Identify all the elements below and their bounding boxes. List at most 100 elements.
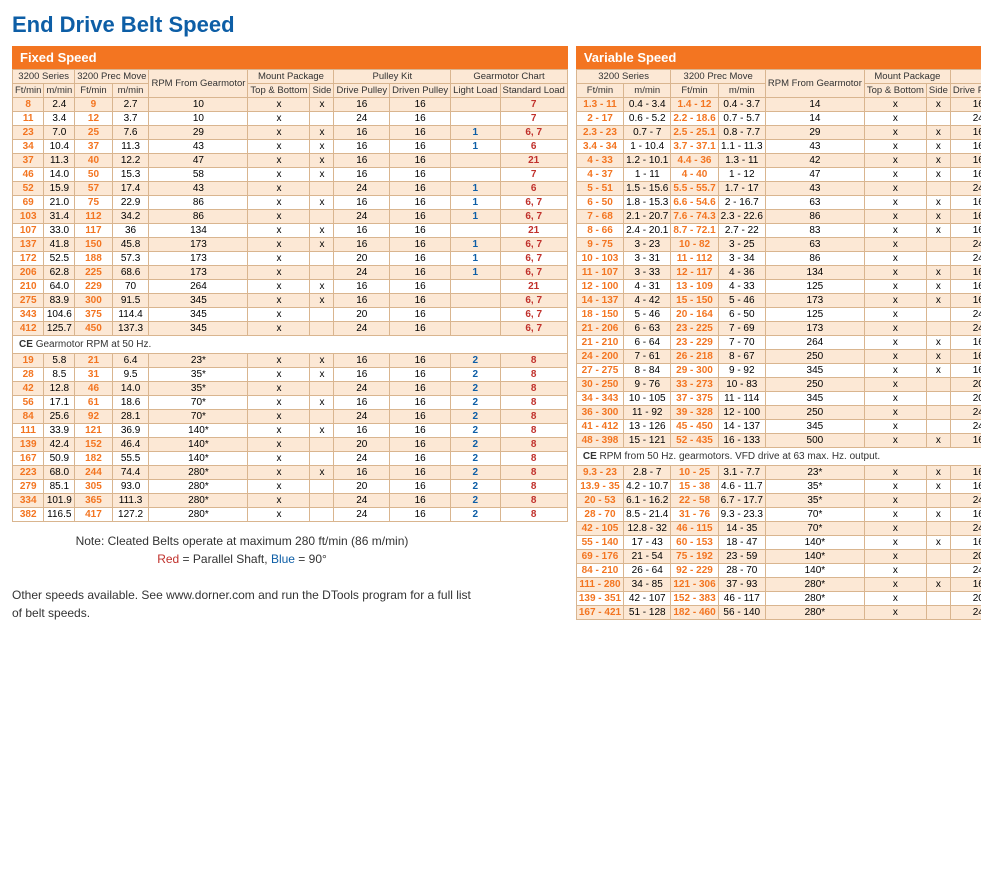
sub-std: Standard Load — [500, 84, 567, 98]
table-cell: 279 — [13, 480, 44, 494]
table-cell: 16 — [390, 508, 451, 522]
table-cell: 35* — [149, 382, 248, 396]
table-cell: 16 — [950, 168, 981, 182]
table-cell: x — [248, 410, 310, 424]
table-cell: 6 - 50 — [718, 308, 765, 322]
table-cell: 172 — [13, 252, 44, 266]
table-cell: 16 — [334, 196, 390, 210]
table-cell: 150 — [75, 238, 112, 252]
note-blue: Blue — [271, 552, 295, 566]
panels-container: Fixed Speed 3200 Series 3200 Prec Move R… — [12, 46, 969, 622]
table-cell: 37 - 375 — [671, 392, 718, 406]
table-cell: 167 - 421 — [576, 606, 623, 620]
table-cell: 7 - 61 — [624, 350, 671, 364]
table-cell: 42 — [13, 382, 44, 396]
table-cell: 24 — [950, 182, 981, 196]
table-row: 10 - 1033 - 3111 - 1123 - 3486x2416410, … — [576, 252, 981, 266]
table-cell: 16 — [334, 238, 390, 252]
table-cell: x — [248, 266, 310, 280]
table-cell: 16 — [390, 280, 451, 294]
table-cell: 3 - 25 — [718, 238, 765, 252]
table-cell: 7 - 70 — [718, 336, 765, 350]
table-cell: 3.4 — [44, 112, 75, 126]
table-cell: 111 - 280 — [576, 578, 623, 592]
fixed-body-2: 195.8216.423*xx161628288.5319.535*xx1616… — [13, 354, 568, 522]
table-cell: x — [926, 350, 950, 364]
table-cell: 300 — [75, 294, 112, 308]
table-cell: 12 - 117 — [671, 266, 718, 280]
table-cell: x — [310, 396, 334, 410]
table-cell: 3 - 34 — [718, 252, 765, 266]
table-cell: 37 — [75, 140, 112, 154]
table-cell: 31 — [75, 368, 112, 382]
table-cell: 91.5 — [112, 294, 149, 308]
table-cell: x — [310, 154, 334, 168]
table-cell: x — [864, 294, 926, 308]
table-cell: 35* — [765, 494, 864, 508]
table-cell: 86 — [149, 196, 248, 210]
variable-speed-panel: Variable Speed 3200 Series 3200 Prec Mov… — [576, 46, 981, 622]
table-cell: 3 - 33 — [624, 266, 671, 280]
table-cell: x — [864, 392, 926, 406]
table-cell — [451, 280, 500, 294]
table-cell: 16 — [334, 294, 390, 308]
table-cell: x — [926, 168, 950, 182]
table-cell: 16 — [950, 126, 981, 140]
table-cell: 16 — [390, 494, 451, 508]
table-cell: 280* — [765, 606, 864, 620]
table-cell: 1.7 - 17 — [718, 182, 765, 196]
table-cell: 188 — [75, 252, 112, 266]
table-row: 21064.022970264xx161621 — [13, 280, 568, 294]
table-cell: x — [864, 112, 926, 126]
sub-mmin1: m/min — [44, 84, 75, 98]
table-cell: 34 - 85 — [624, 578, 671, 592]
table-cell: 20 — [950, 378, 981, 392]
col-3200-series: 3200 Series — [13, 70, 75, 84]
table-cell: 264 — [765, 336, 864, 350]
table-cell: 4.2 - 10.7 — [624, 480, 671, 494]
table-cell: 33.9 — [44, 424, 75, 438]
table-cell: 20 — [334, 480, 390, 494]
table-cell: 2 — [451, 480, 500, 494]
table-cell: 16 — [334, 354, 390, 368]
table-cell: 280* — [765, 578, 864, 592]
table-cell: 20 — [334, 252, 390, 266]
table-cell: 16 — [334, 98, 390, 112]
table-cell: x — [310, 368, 334, 382]
table-cell: 16 — [950, 294, 981, 308]
table-cell: 21 - 54 — [624, 550, 671, 564]
table-cell: 16 — [950, 350, 981, 364]
table-cell: x — [864, 550, 926, 564]
ce-mark-icon: CE — [19, 339, 33, 350]
table-cell: 12 — [75, 112, 112, 126]
table-cell: 16 — [390, 98, 451, 112]
table-cell — [310, 252, 334, 266]
table-cell: 140* — [149, 424, 248, 438]
table-cell — [310, 382, 334, 396]
table-cell: 16 — [334, 168, 390, 182]
table-cell: 23 - 229 — [671, 336, 718, 350]
table-cell: 42 — [765, 154, 864, 168]
table-cell: 0.6 - 5.2 — [624, 112, 671, 126]
table-cell: 63 — [765, 238, 864, 252]
table-cell: 16 — [334, 466, 390, 480]
table-cell: 16 — [390, 196, 451, 210]
table-cell: 75 — [75, 196, 112, 210]
table-cell: 1 — [451, 182, 500, 196]
table-cell: x — [864, 536, 926, 550]
table-cell: 36 — [112, 224, 149, 238]
fixed-speed-panel: Fixed Speed 3200 Series 3200 Prec Move R… — [12, 46, 568, 622]
table-row: 5617.16118.670*xx161628 — [13, 396, 568, 410]
table-cell: x — [310, 466, 334, 480]
col-3200-prec: 3200 Prec Move — [75, 70, 149, 84]
table-cell: 31 - 76 — [671, 508, 718, 522]
table-cell: 280* — [149, 494, 248, 508]
table-cell: 16 — [390, 126, 451, 140]
table-cell: 8 — [500, 466, 567, 480]
table-cell: 9 - 92 — [718, 364, 765, 378]
table-cell: 16 — [390, 210, 451, 224]
table-cell: 50 — [75, 168, 112, 182]
table-cell: 4 - 33 — [576, 154, 623, 168]
table-cell: 21 — [75, 354, 112, 368]
table-cell: 85.1 — [44, 480, 75, 494]
